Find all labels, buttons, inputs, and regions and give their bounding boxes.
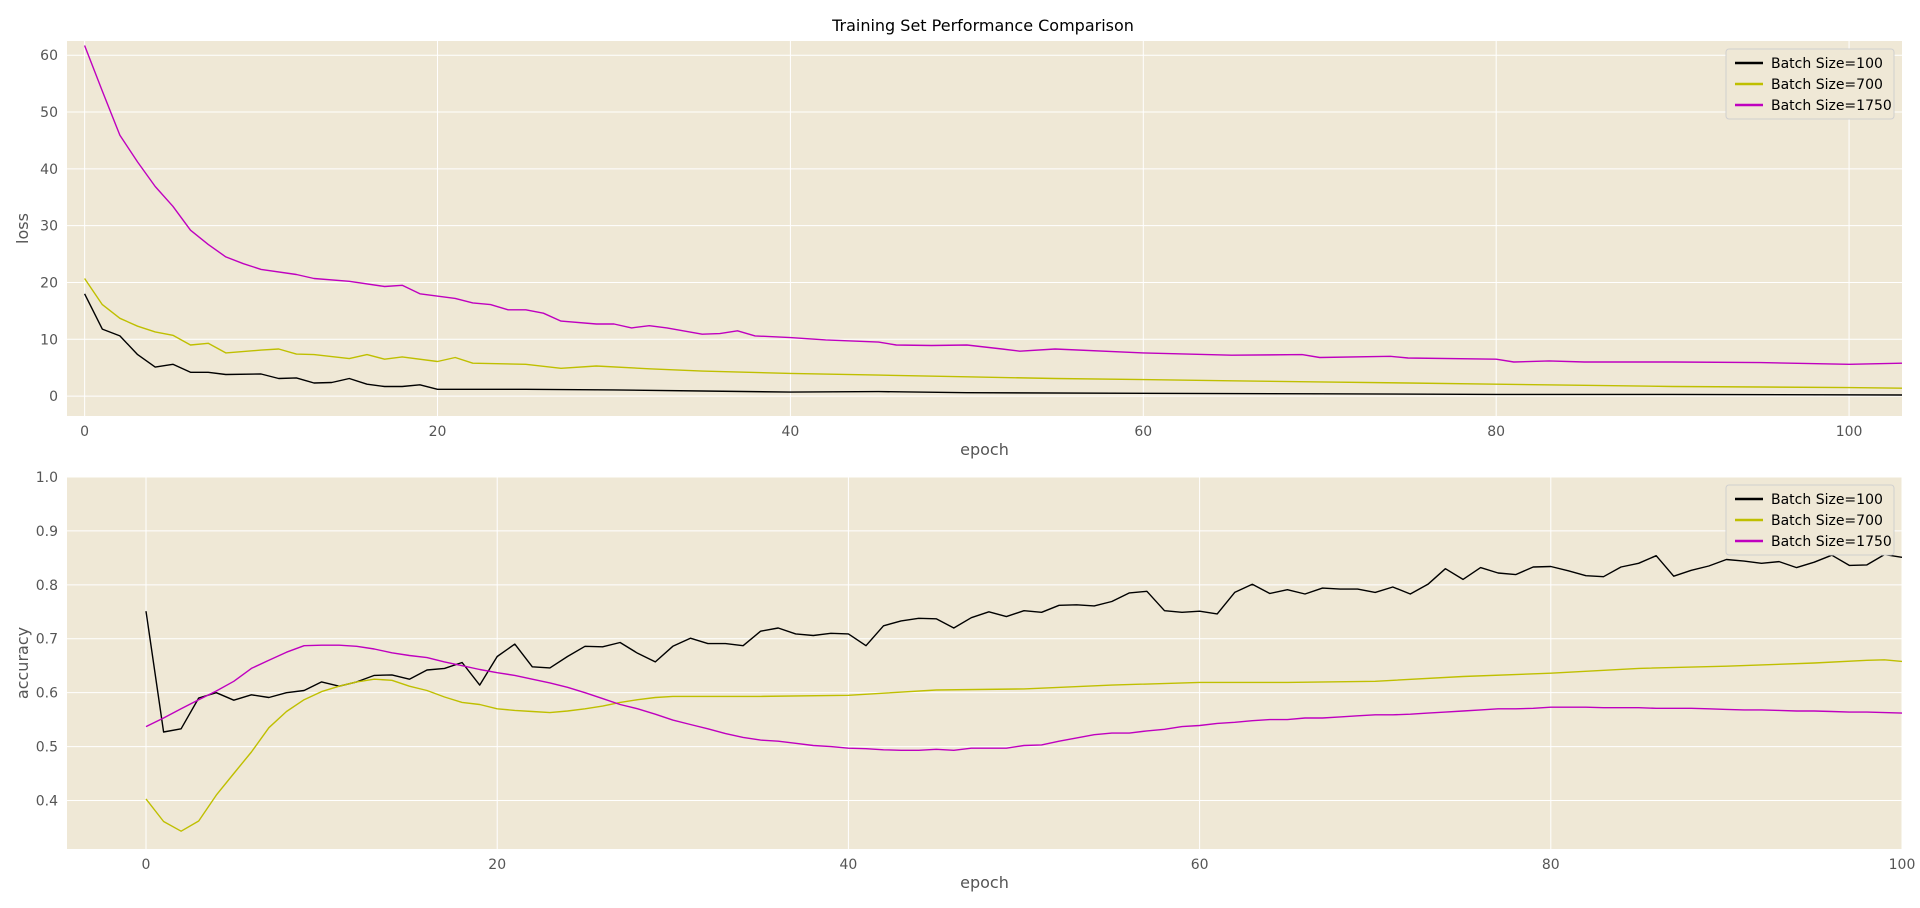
series-line-3: [83, 45, 1902, 365]
y-tick-label: 30: [40, 219, 58, 235]
x-tick-label: 80: [1487, 424, 1505, 440]
series-line-1: [145, 553, 1902, 733]
y-tick-label: 20: [40, 275, 58, 291]
x-axis-label: epoch: [960, 873, 1009, 892]
series-line-3: [145, 644, 1902, 751]
legend-box: [1725, 48, 1895, 120]
y-tick-label: 0.9: [36, 524, 58, 540]
y-tick-label: 0.5: [36, 740, 58, 756]
y-tick-label: 50: [40, 105, 58, 121]
y-tick-label: 0.4: [36, 793, 58, 809]
y-tick-label: 60: [40, 48, 58, 64]
legend-entry: Batch Size=100: [1771, 492, 1883, 508]
plot-area: [67, 41, 1902, 416]
x-tick-label: 40: [839, 857, 857, 873]
x-tick-label: 40: [781, 424, 799, 440]
y-axis-label: loss: [13, 213, 32, 244]
x-tick-label: 0: [80, 424, 89, 440]
series-line-2: [84, 278, 1902, 389]
x-tick-label: 0: [142, 857, 151, 873]
y-tick-label: 1.0: [36, 470, 58, 486]
plot-area: [67, 477, 1902, 849]
legend-entry: Batch Size=1750: [1771, 534, 1892, 550]
legend-box: [1725, 484, 1895, 556]
legend-entry: Batch Size=1750: [1771, 98, 1892, 114]
x-tick-label: 20: [429, 424, 447, 440]
legend-entry: Batch Size=700: [1771, 77, 1883, 93]
x-axis-label: epoch: [960, 440, 1009, 459]
x-tick-label: 20: [488, 857, 506, 873]
legend-entry: Batch Size=100: [1771, 56, 1883, 72]
series-line-2: [145, 659, 1902, 832]
legend: Batch Size=100 Batch Size=700 Batch Size=1…: [1725, 484, 1895, 556]
y-tick-label: 0.7: [36, 632, 58, 648]
x-tick-label: 100: [1889, 857, 1916, 873]
series-line-1: [83, 293, 1902, 396]
x-tick-label: 60: [1191, 857, 1209, 873]
y-tick-label: 10: [40, 332, 58, 348]
y-tick-label: 0.8: [36, 578, 58, 594]
y-tick-label: 40: [40, 162, 58, 178]
chart-title: Training Set Performance Comparison: [832, 16, 1134, 35]
x-tick-label: 60: [1134, 424, 1152, 440]
y-tick-label: 0: [49, 389, 58, 405]
legend-entry: Batch Size=700: [1771, 513, 1883, 529]
chart-panel-1: 0 20 40 60 80 100 0 10 20 30 40 50 60 epoch loss Batch …: [13, 41, 1902, 459]
legend: Batch Size=100 Batch Size=700 Batch Size=1…: [1725, 48, 1895, 120]
y-axis-label: accuracy: [13, 627, 32, 699]
x-tick-label: 100: [1836, 424, 1863, 440]
x-tick-label: 80: [1542, 857, 1560, 873]
y-tick-label: 0.6: [36, 686, 58, 702]
chart-panel-2: 0 20 40 60 80 100 0.4 0.5 0.6 0.7 0.8 0.9 1.0 epoch ac…: [13, 470, 1915, 892]
